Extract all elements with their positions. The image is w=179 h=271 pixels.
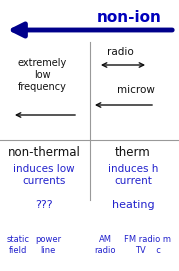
Text: ???: ??? [35, 200, 53, 210]
Text: radio: radio [107, 47, 133, 57]
Text: induces h
current: induces h current [108, 164, 158, 186]
Text: power
line: power line [35, 235, 61, 255]
Text: heating: heating [112, 200, 154, 210]
Text: therm: therm [115, 146, 151, 159]
Text: non-ion: non-ion [97, 11, 162, 25]
Text: static
field: static field [6, 235, 30, 255]
Text: induces low
currents: induces low currents [13, 164, 75, 186]
Text: extremely
low
frequency: extremely low frequency [17, 58, 67, 92]
Text: FM radio m
TV    c: FM radio m TV c [125, 235, 171, 255]
Text: non-thermal: non-thermal [8, 146, 80, 159]
Text: AM
radio: AM radio [94, 235, 116, 255]
Text: microw: microw [117, 85, 155, 95]
